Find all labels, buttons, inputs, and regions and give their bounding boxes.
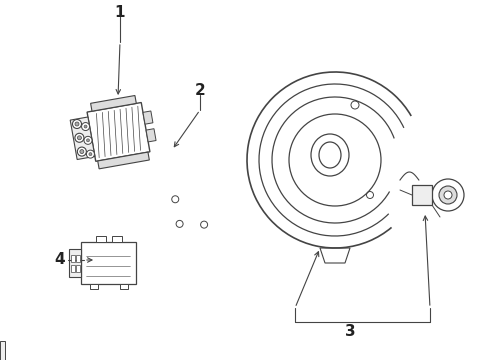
Polygon shape — [91, 95, 136, 111]
Polygon shape — [0, 341, 5, 360]
Circle shape — [87, 139, 90, 142]
Bar — [90, 284, 98, 289]
Polygon shape — [143, 111, 153, 124]
Circle shape — [439, 186, 457, 204]
Circle shape — [84, 136, 92, 144]
Bar — [81, 242, 136, 284]
Circle shape — [84, 125, 87, 128]
Polygon shape — [87, 103, 150, 161]
Circle shape — [351, 101, 359, 109]
Bar — [76, 255, 80, 262]
Circle shape — [86, 150, 95, 158]
Circle shape — [432, 179, 464, 211]
Bar — [96, 236, 106, 242]
Polygon shape — [320, 248, 350, 263]
Circle shape — [81, 122, 90, 131]
Circle shape — [75, 133, 84, 142]
Circle shape — [75, 122, 79, 126]
Polygon shape — [98, 152, 149, 169]
Polygon shape — [70, 117, 95, 159]
Bar — [120, 284, 128, 289]
Text: 2: 2 — [195, 82, 205, 98]
Circle shape — [77, 136, 81, 140]
Bar — [69, 249, 81, 277]
Text: 4: 4 — [55, 252, 65, 267]
Circle shape — [89, 153, 92, 156]
Bar — [76, 265, 80, 272]
Bar — [112, 236, 122, 242]
Bar — [71, 255, 75, 262]
Circle shape — [176, 220, 183, 228]
Circle shape — [77, 147, 86, 156]
Circle shape — [444, 191, 452, 199]
Bar — [71, 265, 75, 272]
Circle shape — [367, 192, 373, 198]
Circle shape — [172, 196, 179, 203]
Text: 1: 1 — [115, 5, 125, 19]
Circle shape — [80, 149, 84, 154]
Text: 3: 3 — [344, 324, 355, 339]
Polygon shape — [146, 129, 156, 142]
Circle shape — [200, 221, 208, 228]
Circle shape — [73, 120, 81, 129]
Bar — [412, 185, 432, 205]
